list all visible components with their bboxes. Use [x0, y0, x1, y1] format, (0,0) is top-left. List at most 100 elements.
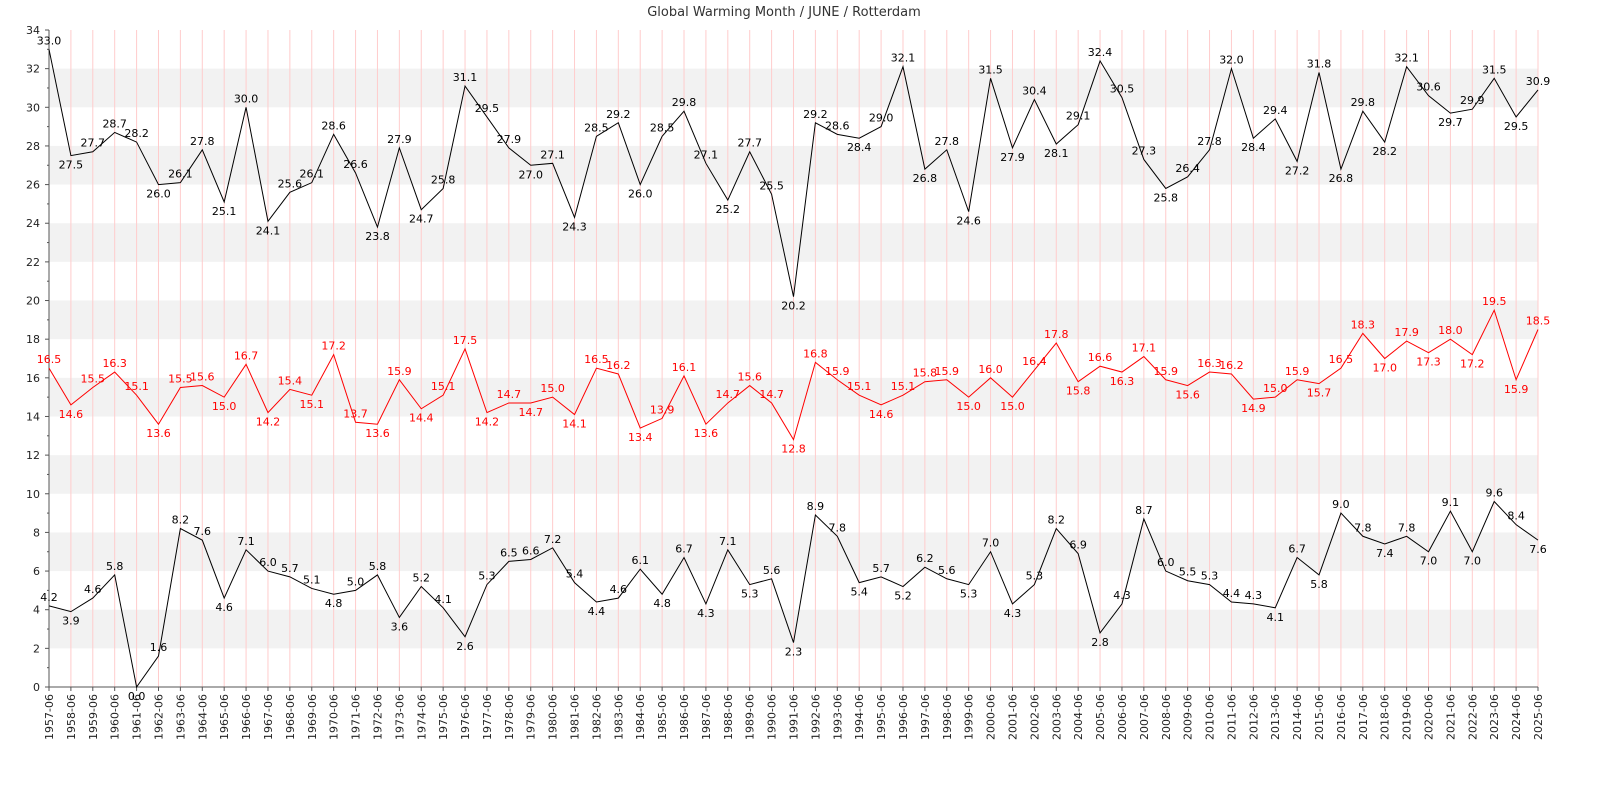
data-label-max: 26.0 [146, 188, 171, 201]
x-tick-label: 1971-06 [350, 694, 363, 740]
data-label-mean: 16.2 [606, 359, 631, 372]
data-label-max: 30.4 [1022, 85, 1047, 98]
x-tick-label: 1969-06 [306, 694, 319, 740]
data-label-mean: 14.2 [475, 416, 500, 429]
y-tick-label: 34 [26, 24, 40, 37]
data-label-min: 5.1 [303, 573, 321, 586]
data-label-max: 24.7 [409, 213, 434, 226]
y-tick-label: 28 [26, 140, 40, 153]
data-label-max: 28.6 [321, 119, 346, 132]
data-label-min: 6.5 [500, 546, 518, 559]
x-tick-labels: 1957-06 1958-06 1959-06 1960-06 1961-06 1962-… [43, 687, 1545, 740]
y-tick-label: 4 [33, 604, 40, 617]
data-label-max: 27.7 [81, 137, 106, 150]
data-label-max: 32.0 [1219, 54, 1244, 67]
data-label-mean: 14.6 [59, 408, 84, 421]
data-label-mean: 15.7 [1307, 387, 1332, 400]
data-label-min: 8.2 [172, 514, 190, 527]
data-label-max: 30.9 [1526, 75, 1551, 88]
x-tick-label: 2009-06 [1182, 694, 1195, 740]
data-label-max: 32.1 [1394, 52, 1419, 65]
x-tick-label: 1957-06 [43, 694, 56, 740]
data-label-min: 5.0 [347, 575, 365, 588]
data-label-max: 27.2 [1285, 164, 1310, 177]
data-label-min: 5.6 [763, 564, 781, 577]
data-label-min: 5.3 [1201, 570, 1219, 583]
data-label-min: 9.1 [1442, 496, 1460, 509]
x-tick-label: 2023-06 [1488, 694, 1501, 740]
data-label-max: 29.2 [606, 108, 631, 121]
data-label-mean: 16.3 [1110, 375, 1135, 388]
data-label-min: 7.8 [1398, 521, 1416, 534]
series-line-min [48, 500, 1539, 689]
data-label-mean: 16.5 [1329, 353, 1354, 366]
data-label-mean: 14.7 [518, 406, 543, 419]
data-label-max: 29.9 [1460, 94, 1485, 107]
x-tick-label: 1992-06 [809, 694, 822, 740]
data-label-mean: 13.6 [146, 427, 171, 440]
data-label-max: 29.4 [1263, 104, 1288, 117]
x-tick-label: 2013-06 [1269, 694, 1282, 740]
data-label-min: 9.6 [1485, 486, 1503, 499]
x-tick-label: 2007-06 [1138, 694, 1151, 740]
data-label-min: 5.4 [850, 586, 868, 599]
data-label-max: 27.9 [387, 133, 412, 146]
x-tick-label: 2002-06 [1028, 694, 1041, 740]
x-tick-label: 1962-06 [152, 694, 165, 740]
y-tick-label: 26 [26, 179, 40, 192]
data-label-min: 4.4 [588, 605, 606, 618]
data-label-min: 7.1 [237, 535, 255, 548]
data-label-min: 7.8 [829, 521, 847, 534]
data-labels: 33.027.527.728.728.226.026.127.825.130.0… [37, 34, 1551, 703]
data-label-min: 6.7 [675, 543, 693, 556]
x-tick-label: 1975-06 [437, 694, 450, 740]
x-tick-label: 1988-06 [722, 694, 735, 740]
data-label-mean: 15.1 [891, 380, 916, 393]
series-lines [48, 49, 1539, 689]
y-tick-label: 14 [26, 410, 40, 423]
data-label-min: 5.3 [741, 588, 759, 601]
x-tick-label: 1982-06 [590, 694, 603, 740]
data-label-min: 5.7 [872, 562, 890, 575]
x-tick-label: 1963-06 [174, 694, 187, 740]
x-tick-label: 1977-06 [481, 694, 494, 740]
data-label-max: 31.5 [978, 63, 1003, 76]
y-tick-label: 30 [26, 101, 40, 114]
y-tick-label: 2 [33, 642, 40, 655]
y-tick-label: 20 [26, 295, 40, 308]
data-label-max: 26.1 [168, 168, 193, 181]
x-tick-label: 1959-06 [87, 694, 100, 740]
x-tick-label: 1985-06 [656, 694, 669, 740]
data-label-max: 27.5 [59, 159, 84, 172]
data-label-max: 27.9 [1000, 151, 1025, 164]
data-label-mean: 13.4 [628, 431, 653, 444]
data-label-min: 8.7 [1135, 504, 1153, 517]
data-label-max: 27.1 [694, 148, 719, 161]
data-label-mean: 13.6 [365, 427, 390, 440]
data-label-mean: 15.9 [935, 365, 960, 378]
data-label-mean: 16.7 [234, 349, 259, 362]
data-label-min: 5.7 [281, 562, 299, 575]
data-label-min: 7.1 [719, 535, 737, 548]
data-label-min: 4.8 [325, 597, 343, 610]
data-label-max: 26.4 [1175, 162, 1200, 175]
data-label-min: 9.0 [1332, 498, 1350, 511]
data-label-min: 4.3 [697, 607, 715, 620]
data-label-mean: 18.3 [1351, 318, 1376, 331]
data-label-mean: 16.1 [672, 361, 697, 374]
data-label-min: 2.3 [785, 646, 803, 659]
data-label-min: 7.6 [1529, 543, 1547, 556]
x-tick-label: 2008-06 [1160, 694, 1173, 740]
data-label-mean: 19.5 [1482, 295, 1507, 308]
x-tick-label: 1976-06 [459, 694, 472, 740]
x-tick-label: 1964-06 [196, 694, 209, 740]
data-label-mean: 15.0 [1263, 382, 1288, 395]
data-label-mean: 16.2 [1219, 359, 1244, 372]
data-label-max: 26.6 [343, 158, 368, 171]
data-label-min: 6.0 [1157, 556, 1175, 569]
data-label-mean: 16.5 [584, 353, 609, 366]
data-label-max: 25.6 [278, 177, 303, 190]
data-label-mean: 18.5 [1526, 315, 1551, 328]
